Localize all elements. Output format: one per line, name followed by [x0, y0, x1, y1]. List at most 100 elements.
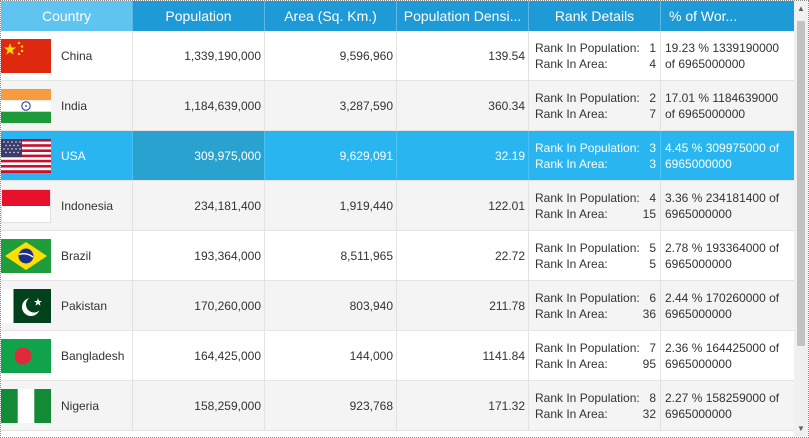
rank-details-cell[interactable]: Rank In Population: 8 Rank In Area: 32 [529, 381, 661, 430]
density-cell[interactable]: 122.01 [397, 181, 529, 230]
percent-of-world-cell[interactable]: 4.45 % 309975000 of 6965000000 [661, 131, 794, 180]
density-cell[interactable]: 211.78 [397, 281, 529, 330]
rank-details-cell[interactable]: Rank In Population: 7 Rank In Area: 95 [529, 331, 661, 380]
population-cell[interactable]: 193,364,000 [133, 231, 265, 280]
area-cell[interactable]: 923,768 [265, 381, 397, 430]
density-cell[interactable]: 171.32 [397, 381, 529, 430]
percent-of-world-cell[interactable]: 3.36 % 234181400 of 6965000000 [661, 181, 794, 230]
rank-population-label: Rank In Population: [535, 290, 640, 305]
percent-of-world-text: 19.23 % 1339190000 of 6965000000 [665, 40, 780, 71]
area-cell[interactable]: 9,629,091 [265, 131, 397, 180]
percent-of-world-cell[interactable]: 19.23 % 1339190000 of 6965000000 [661, 31, 794, 80]
table-row[interactable]: Bangladesh 164,425,000 144,000 1141.84 Rank … [1, 331, 794, 381]
population-cell[interactable]: 309,975,000 [133, 131, 265, 180]
density-cell[interactable]: 1141.84 [397, 331, 529, 380]
country-cell[interactable]: Pakistan [1, 281, 133, 330]
column-header-percent-of-world[interactable]: % of Wor... [669, 8, 738, 24]
table-row[interactable]: Brazil 193,364,000 8,511,965 22.72 Rank In P… [1, 231, 794, 281]
scroll-up-arrow-icon[interactable]: ▲ [797, 4, 805, 13]
rank-population-line: Rank In Population: 4 [535, 190, 656, 206]
population-cell[interactable]: 170,260,000 [133, 281, 265, 330]
area-cell[interactable]: 8,511,965 [265, 231, 397, 280]
percent-of-world-cell[interactable]: 17.01 % 1184639000 of 6965000000 [661, 81, 794, 130]
country-cell[interactable]: USA [1, 131, 133, 180]
country-cell[interactable]: Nigeria [1, 381, 133, 430]
percent-of-world-text: 2.36 % 164425000 of 6965000000 [665, 340, 780, 371]
area-cell[interactable]: 3,287,590 [265, 81, 397, 130]
percent-of-world-cell[interactable]: 2.44 % 170260000 of 6965000000 [661, 281, 794, 330]
rank-details-cell[interactable]: Rank In Population: 2 Rank In Area: 7 [529, 81, 661, 130]
percent-of-world-text: 2.27 % 158259000 of 6965000000 [665, 390, 780, 421]
table-row[interactable]: China 1,339,190,000 9,596,960 139.54 Rank In… [1, 31, 794, 81]
scroll-down-arrow-icon[interactable]: ▼ [797, 424, 805, 433]
rank-area-label: Rank In Area: [535, 206, 608, 221]
percent-of-world-text: 17.01 % 1184639000 of 6965000000 [665, 90, 779, 121]
population-cell[interactable]: 158,259,000 [133, 381, 265, 430]
percent-of-world-cell[interactable]: 2.36 % 164425000 of 6965000000 [661, 331, 794, 380]
indonesia-flag-icon [1, 188, 51, 223]
population-cell[interactable]: 164,425,000 [133, 331, 265, 380]
table-row[interactable]: USA 309,975,000 9,629,091 32.19 Rank In Popu… [1, 131, 794, 181]
rank-population-line: Rank In Population: 8 [535, 390, 656, 406]
rank-population-label: Rank In Population: [535, 40, 640, 55]
rank-population-value: 6 [649, 290, 656, 305]
rank-area-label: Rank In Area: [535, 256, 608, 271]
country-cell[interactable]: China [1, 31, 133, 80]
density-cell[interactable]: 139.54 [397, 31, 529, 80]
column-header-population-density[interactable]: Population Densi... [397, 1, 529, 31]
rank-area-line: Rank In Area: 36 [535, 306, 656, 322]
population-cell[interactable]: 1,339,190,000 [133, 31, 265, 80]
column-header-area[interactable]: Area (Sq. Km.) [265, 1, 397, 31]
country-cell[interactable]: Indonesia [1, 181, 133, 230]
rank-population-line: Rank In Population: 5 [535, 240, 656, 256]
rank-details-cell[interactable]: Rank In Population: 6 Rank In Area: 36 [529, 281, 661, 330]
rank-population-label: Rank In Population: [535, 190, 640, 205]
rank-area-label: Rank In Area: [535, 56, 608, 71]
table-row[interactable]: Nigeria 158,259,000 923,768 171.32 Rank In P… [1, 381, 794, 431]
scrollbar-thumb[interactable] [797, 21, 805, 346]
brazil-flag-icon [1, 238, 51, 273]
country-cell[interactable]: Bangladesh [1, 331, 133, 380]
china-flag-icon [1, 38, 51, 73]
population-cell[interactable]: 234,181,400 [133, 181, 265, 230]
density-cell[interactable]: 22.72 [397, 231, 529, 280]
country-name: Bangladesh [61, 348, 125, 363]
rank-area-value: 5 [649, 256, 656, 271]
rank-area-line: Rank In Area: 7 [535, 106, 656, 122]
table-row[interactable]: Pakistan 170,260,000 803,940 211.78 Rank In … [1, 281, 794, 331]
rank-population-value: 4 [649, 190, 656, 205]
density-cell[interactable]: 32.19 [397, 131, 529, 180]
area-cell[interactable]: 803,940 [265, 281, 397, 330]
population-cell[interactable]: 1,184,639,000 [133, 81, 265, 130]
country-cell[interactable]: Brazil [1, 231, 133, 280]
rank-area-label: Rank In Area: [535, 356, 608, 371]
area-cell[interactable]: 9,596,960 [265, 31, 397, 80]
rank-details-cell[interactable]: Rank In Population: 4 Rank In Area: 15 [529, 181, 661, 230]
bangladesh-flag-icon [1, 338, 51, 373]
country-name: India [61, 98, 88, 113]
rank-details-cell[interactable]: Rank In Population: 3 Rank In Area: 3 [529, 131, 661, 180]
density-cell[interactable]: 360.34 [397, 81, 529, 130]
rank-details-cell[interactable]: Rank In Population: 5 Rank In Area: 5 [529, 231, 661, 280]
area-cell[interactable]: 1,919,440 [265, 181, 397, 230]
rank-area-value: 3 [649, 156, 656, 171]
percent-of-world-cell[interactable]: 2.78 % 193364000 of 6965000000 [661, 231, 794, 280]
country-cell[interactable]: India [1, 81, 133, 130]
column-header-rank-details[interactable]: Rank Details [529, 1, 661, 31]
rank-details-cell[interactable]: Rank In Population: 1 Rank In Area: 4 [529, 31, 661, 80]
column-header-population[interactable]: Population [133, 1, 265, 31]
rank-area-value: 36 [642, 306, 656, 321]
rank-area-line: Rank In Area: 3 [535, 156, 656, 172]
rank-population-value: 2 [649, 90, 656, 105]
column-header-country[interactable]: Country [1, 1, 133, 31]
rank-population-value: 3 [649, 140, 656, 155]
percent-of-world-cell[interactable]: 2.27 % 158259000 of 6965000000 [661, 381, 794, 430]
rank-population-line: Rank In Population: 2 [535, 90, 656, 106]
area-cell[interactable]: 144,000 [265, 331, 397, 380]
vertical-scrollbar[interactable]: ▲ ▼ [794, 1, 808, 437]
rank-population-line: Rank In Population: 6 [535, 290, 656, 306]
rank-population-label: Rank In Population: [535, 390, 640, 405]
table-row[interactable]: Indonesia 234,181,400 1,919,440 122.01 Rank … [1, 181, 794, 231]
table-row[interactable]: India 1,184,639,000 3,287,590 360.34 Rank In… [1, 81, 794, 131]
